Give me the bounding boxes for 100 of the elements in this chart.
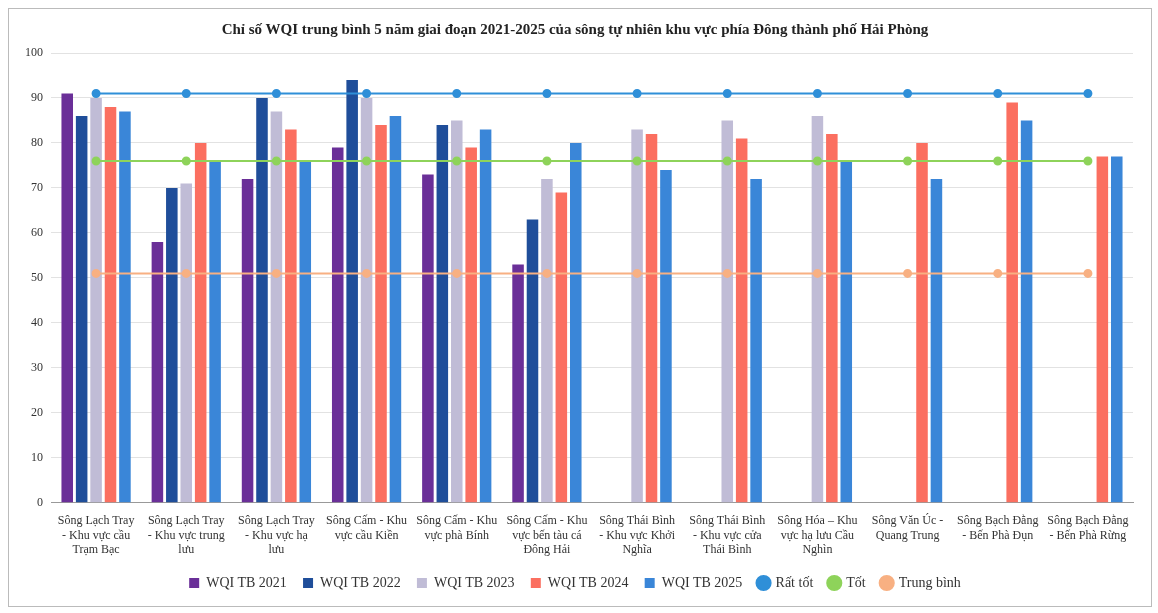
bar — [916, 142, 928, 503]
y-tick-label: 60 — [31, 225, 43, 240]
point — [542, 88, 552, 98]
point — [722, 88, 732, 98]
bar — [1006, 102, 1018, 503]
point — [271, 268, 281, 278]
point — [271, 156, 281, 166]
bar — [1111, 156, 1123, 503]
legend-label: WQI TB 2022 — [320, 574, 401, 590]
bar — [104, 106, 117, 503]
bar — [840, 160, 853, 503]
x-tick-label: Sông Cấm - Khu vực cầu Kiền — [326, 513, 408, 542]
point — [632, 268, 642, 278]
point — [722, 156, 732, 166]
point — [542, 156, 552, 166]
x-tick-label: Sông Cấm - Khu vực phà Bính — [416, 513, 498, 542]
point — [91, 268, 101, 278]
point — [993, 88, 1003, 98]
point — [993, 156, 1003, 166]
y-tick-label: 70 — [31, 180, 43, 195]
y-tick-label: 80 — [31, 135, 43, 150]
bar — [1020, 120, 1033, 503]
point — [271, 88, 281, 98]
point — [452, 268, 462, 278]
point — [452, 88, 462, 98]
y-tick-label: 0 — [37, 494, 43, 509]
bar — [1096, 156, 1109, 503]
point — [181, 156, 191, 166]
x-tick-label: Sông Cấm - Khu vực bến tàu cá Đông Hải — [506, 513, 588, 556]
bar — [422, 174, 434, 503]
bar — [479, 129, 492, 503]
bar — [375, 124, 387, 503]
point — [812, 156, 822, 166]
point — [542, 268, 552, 278]
bar — [570, 142, 582, 503]
bar — [750, 178, 762, 503]
legend-label: WQI TB 2024 — [547, 574, 629, 590]
bar — [119, 111, 131, 503]
point — [812, 88, 822, 98]
bar — [256, 97, 268, 503]
bar — [450, 120, 463, 503]
point — [722, 268, 732, 278]
bar — [209, 160, 221, 503]
bar — [360, 97, 373, 503]
bar — [389, 115, 402, 503]
bar — [151, 241, 164, 503]
x-tick-label: Sông Lạch Tray - Khu vực cầu Trạm Bạc — [57, 513, 135, 556]
legend-label: Rất tốt — [775, 574, 814, 590]
x-tick-label: Sông Hóa – Khu vực hạ lưu Cầu Nghìn — [777, 513, 858, 556]
bar — [166, 187, 178, 503]
legend-label: WQI TB 2023 — [433, 574, 515, 590]
point — [1083, 156, 1093, 166]
point — [993, 268, 1003, 278]
chart-title: Chỉ số WQI trung bình 5 năm giai đoạn 2021-2025 của sông tự nhiên khu vực phía Đông thành phố Hải Phòng — [221, 20, 929, 37]
y-tick-label: 30 — [31, 360, 43, 375]
y-tick-label: 40 — [31, 315, 43, 330]
point — [903, 88, 913, 98]
bar — [555, 192, 568, 503]
bar — [811, 115, 824, 503]
bar — [285, 129, 297, 503]
point — [362, 88, 372, 98]
point — [812, 268, 822, 278]
point — [181, 268, 191, 278]
bar — [180, 183, 193, 503]
legend-label: WQI TB 2025 — [661, 574, 743, 590]
x-tick-label: Sông Lạch Tray - Khu vực hạ lưu — [238, 513, 315, 556]
bar — [930, 178, 943, 503]
bar — [346, 79, 358, 503]
bar — [90, 97, 102, 503]
bar — [75, 115, 88, 503]
x-tick-label: Sông Bạch Đằng - Bến Phà Rừng — [1047, 513, 1129, 542]
bar — [660, 169, 672, 503]
bar — [541, 178, 553, 503]
x-tick-label: Sông Thái Bình - Khu vực Khởi Nghĩa — [599, 513, 676, 556]
point — [362, 156, 372, 166]
point — [181, 88, 191, 98]
point — [91, 156, 101, 166]
y-tick-label: 90 — [31, 90, 43, 105]
point — [452, 156, 462, 166]
point — [1083, 268, 1093, 278]
x-tick-label: Sông Thái Bình - Khu vực cửa Thái Bình — [689, 513, 766, 556]
point — [632, 156, 642, 166]
point — [362, 268, 372, 278]
point — [903, 268, 913, 278]
bar — [436, 124, 449, 503]
point — [903, 156, 913, 166]
bar — [735, 138, 748, 503]
bar — [331, 147, 344, 503]
bar — [645, 133, 658, 503]
bar — [826, 133, 838, 503]
x-tick-label: Sông Bạch Đằng - Bến Phà Đụn — [957, 513, 1039, 542]
bar — [270, 111, 283, 503]
point — [632, 88, 642, 98]
bar — [512, 264, 524, 503]
point — [1083, 88, 1093, 98]
bar — [241, 178, 254, 503]
bar — [526, 219, 539, 503]
bar — [61, 93, 73, 503]
bar — [299, 160, 312, 503]
point — [91, 88, 101, 98]
